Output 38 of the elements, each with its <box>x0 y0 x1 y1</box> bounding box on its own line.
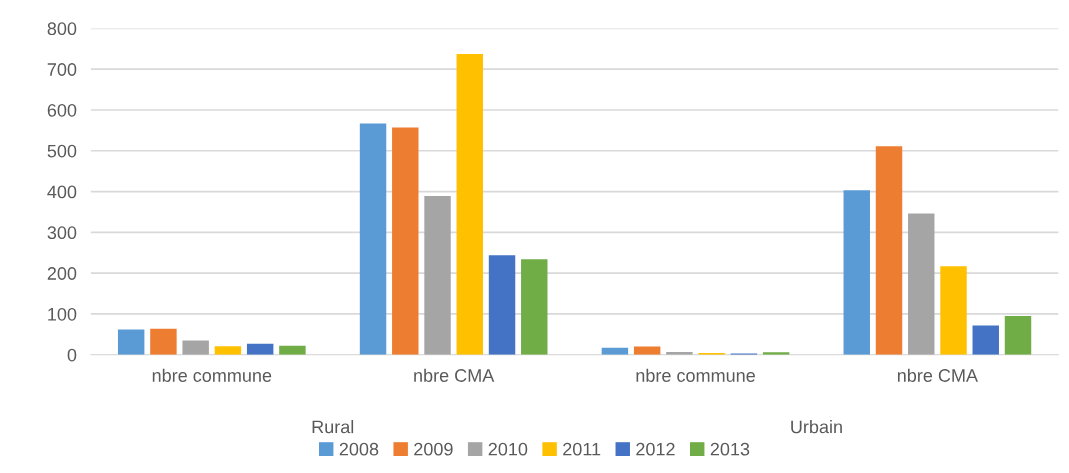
y-tick-label: 800 <box>47 22 77 36</box>
bar <box>456 54 483 355</box>
legend-label: 2008 <box>339 442 379 456</box>
legend-label: 2011 <box>563 442 601 456</box>
bar <box>1004 315 1032 355</box>
y-tick-label: 100 <box>48 307 77 321</box>
bar <box>279 345 306 355</box>
y-tick-label: 400 <box>47 185 77 199</box>
bar <box>359 123 387 355</box>
x-tick-label: nbre commune <box>152 368 272 382</box>
x-tick-label: nbre CMA <box>414 368 495 382</box>
bar <box>214 346 242 355</box>
bar <box>843 190 870 355</box>
bar <box>972 325 999 355</box>
bar <box>875 146 903 355</box>
bar <box>488 255 516 355</box>
legend-label: 2010 <box>488 442 528 456</box>
legend-label: 2013 <box>710 442 750 456</box>
bar <box>521 259 548 355</box>
y-tick-label: 0 <box>67 348 77 362</box>
y-tick-label: 300 <box>47 226 77 240</box>
y-tick-label: 600 <box>47 103 77 117</box>
y-tick-label: 200 <box>47 267 77 280</box>
bar <box>424 196 451 355</box>
bar <box>150 328 177 355</box>
x-tick-label: nbre CMA <box>897 368 978 382</box>
bar <box>392 127 419 355</box>
y-tick-label: 500 <box>47 144 77 158</box>
text: Rural <box>312 420 354 434</box>
bar <box>182 340 209 355</box>
y-tick-label: 700 <box>47 63 77 76</box>
legend-label: 2012 <box>636 442 675 456</box>
x-tick-label: nbre commune <box>636 368 755 382</box>
bar <box>940 266 967 355</box>
legend-label: 2009 <box>414 442 453 456</box>
text: Urbain <box>791 420 842 434</box>
bar <box>117 329 145 355</box>
bar <box>908 213 935 355</box>
